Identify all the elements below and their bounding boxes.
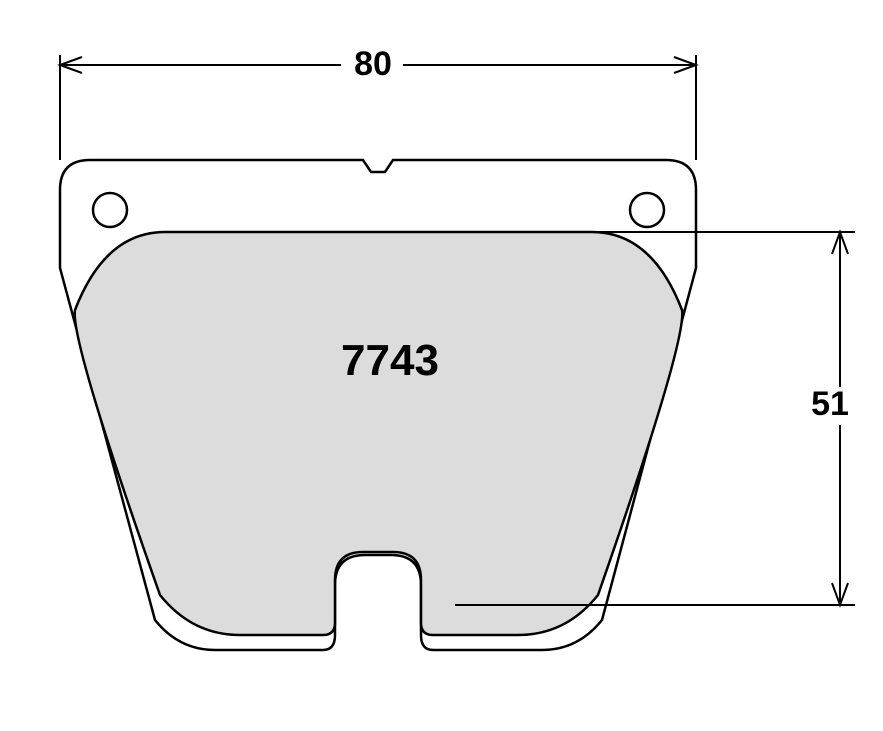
mounting-hole-2 bbox=[630, 193, 664, 227]
dim-width-value: 80 bbox=[354, 45, 392, 83]
part-number: 7743 bbox=[341, 336, 439, 385]
mounting-hole-1 bbox=[93, 193, 127, 227]
dim-height-value: 51 bbox=[811, 385, 849, 423]
brake-pad-drawing: 7743 80 51 bbox=[0, 0, 883, 731]
friction-pad-outline bbox=[75, 232, 683, 635]
